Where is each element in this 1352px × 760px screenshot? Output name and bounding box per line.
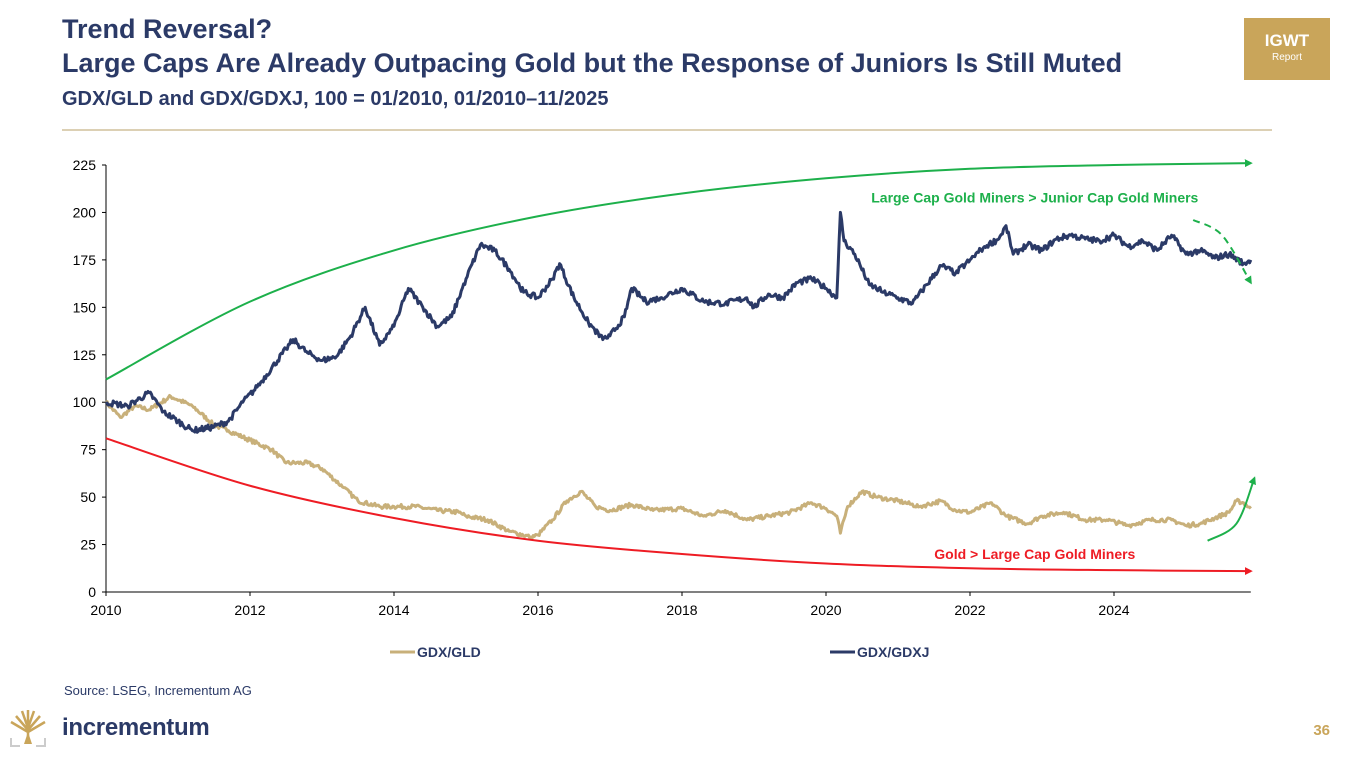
- x-tick-label: 2022: [954, 602, 985, 618]
- y-tick-label: 50: [80, 489, 96, 505]
- trend-gold-reversal-arrow: [1207, 476, 1256, 542]
- title-line-1: Trend Reversal?: [62, 14, 273, 44]
- brand-name: incrementum: [62, 714, 210, 741]
- tree-icon: [10, 710, 46, 747]
- badge-title: IGWT: [1264, 31, 1310, 50]
- x-tick-label: 2016: [522, 602, 553, 618]
- x-tick-label: 2012: [234, 602, 265, 618]
- series-line-gdx-gld: [105, 394, 1252, 540]
- x-tick-label: 2018: [666, 602, 697, 618]
- x-tick-label: 2010: [90, 602, 121, 618]
- y-tick-label: 100: [73, 394, 97, 410]
- header-divider: [62, 129, 1272, 131]
- y-tick-label: 125: [73, 347, 97, 363]
- legend-label: GDX/GLD: [417, 644, 481, 660]
- y-tick-label: 25: [80, 537, 96, 553]
- annotation-label: Large Cap Gold Miners > Junior Cap Gold …: [871, 189, 1198, 205]
- y-tick-label: 150: [73, 299, 97, 315]
- subtitle: GDX/GLD and GDX/GDXJ, 100 = 01/2010, 01/…: [62, 88, 609, 110]
- y-tick-label: 225: [73, 157, 97, 173]
- title-line-2: Large Caps Are Already Outpacing Gold bu…: [62, 48, 1123, 78]
- source-note: Source: LSEG, Incrementum AG: [64, 683, 252, 698]
- x-tick-label: 2014: [378, 602, 409, 618]
- legend-label: GDX/GDXJ: [857, 644, 929, 660]
- page-number: 36: [1313, 722, 1330, 739]
- incrementum-logo: incrementum: [8, 708, 210, 748]
- series-line-gdx-gdxj: [104, 210, 1253, 434]
- annotation-label: Gold > Large Cap Gold Miners: [934, 546, 1135, 562]
- y-tick-label: 75: [80, 442, 96, 458]
- badge-subtitle: Report: [1271, 52, 1302, 63]
- y-tick-label: 200: [73, 204, 97, 220]
- trend-juniors-dashed-arrow: [1192, 219, 1252, 285]
- y-tick-label: 0: [88, 584, 96, 600]
- igwt-badge: IGWT Report: [1244, 18, 1330, 80]
- trend-large-cap-trend: [105, 159, 1253, 381]
- x-tick-label: 2024: [1098, 602, 1129, 618]
- y-tick-label: 175: [73, 252, 97, 268]
- trend-gold-trend: [105, 437, 1253, 576]
- x-tick-label: 2020: [810, 602, 841, 618]
